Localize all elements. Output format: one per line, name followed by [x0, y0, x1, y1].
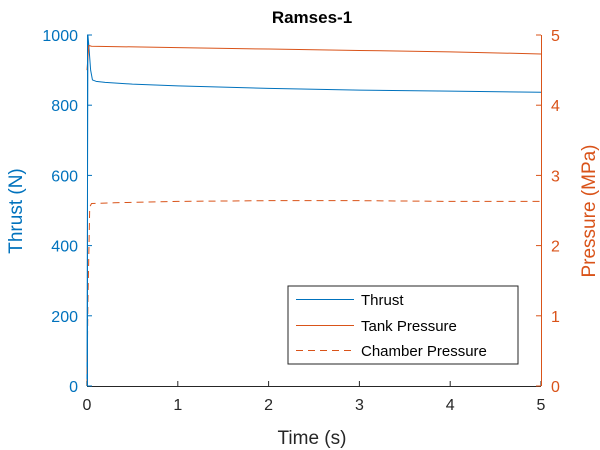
chart-title: Ramses-1: [272, 8, 352, 27]
legend-label-tank-pressure: Tank Pressure: [361, 318, 457, 335]
legend-label-chamber-pressure: Chamber Pressure: [361, 343, 487, 360]
plot-area: [86, 34, 542, 387]
x-tick-label: 1: [173, 397, 182, 414]
x-axis: 0 1 2 3 4 5: [83, 381, 546, 414]
series-line-thrust: [86, 34, 542, 387]
x-tick-label: 4: [446, 397, 455, 414]
y-right-tick-label: 2: [551, 239, 560, 256]
y-right-tick-label: 3: [551, 168, 560, 185]
y-axis-right: 0 1 2 3 4 5: [536, 28, 560, 396]
x-tick-label: 3: [355, 397, 364, 414]
y-left-tick-label: 200: [51, 309, 78, 326]
y-axis-left: 0 200 400 600 800 1000: [42, 28, 92, 396]
y-left-tick-label: 1000: [42, 28, 78, 45]
x-tick-label: 0: [83, 397, 92, 414]
y-right-tick-label: 5: [551, 28, 560, 45]
y-axis-left-title: Thrust (N): [6, 168, 27, 254]
y-right-tick-label: 4: [551, 98, 560, 115]
legend-label-thrust: Thrust: [361, 292, 404, 309]
legend: Thrust Tank Pressure Chamber Pressure: [287, 285, 519, 365]
x-tick-label: 5: [537, 397, 546, 414]
y-left-tick-label: 600: [51, 168, 78, 185]
x-tick-label: 2: [264, 397, 273, 414]
y-left-tick-label: 400: [51, 239, 78, 256]
x-axis-title: Time (s): [278, 428, 347, 449]
series-line-tank-pressure: [86, 45, 542, 71]
y-right-tick-label: 1: [551, 309, 560, 326]
y-right-tick-label: 0: [551, 379, 560, 396]
y-left-tick-label: 0: [69, 379, 78, 396]
series-line-chamber-pressure: [86, 200, 541, 387]
y-left-tick-label: 800: [51, 98, 78, 115]
y-axis-right-title: Pressure (MPa): [579, 144, 600, 277]
